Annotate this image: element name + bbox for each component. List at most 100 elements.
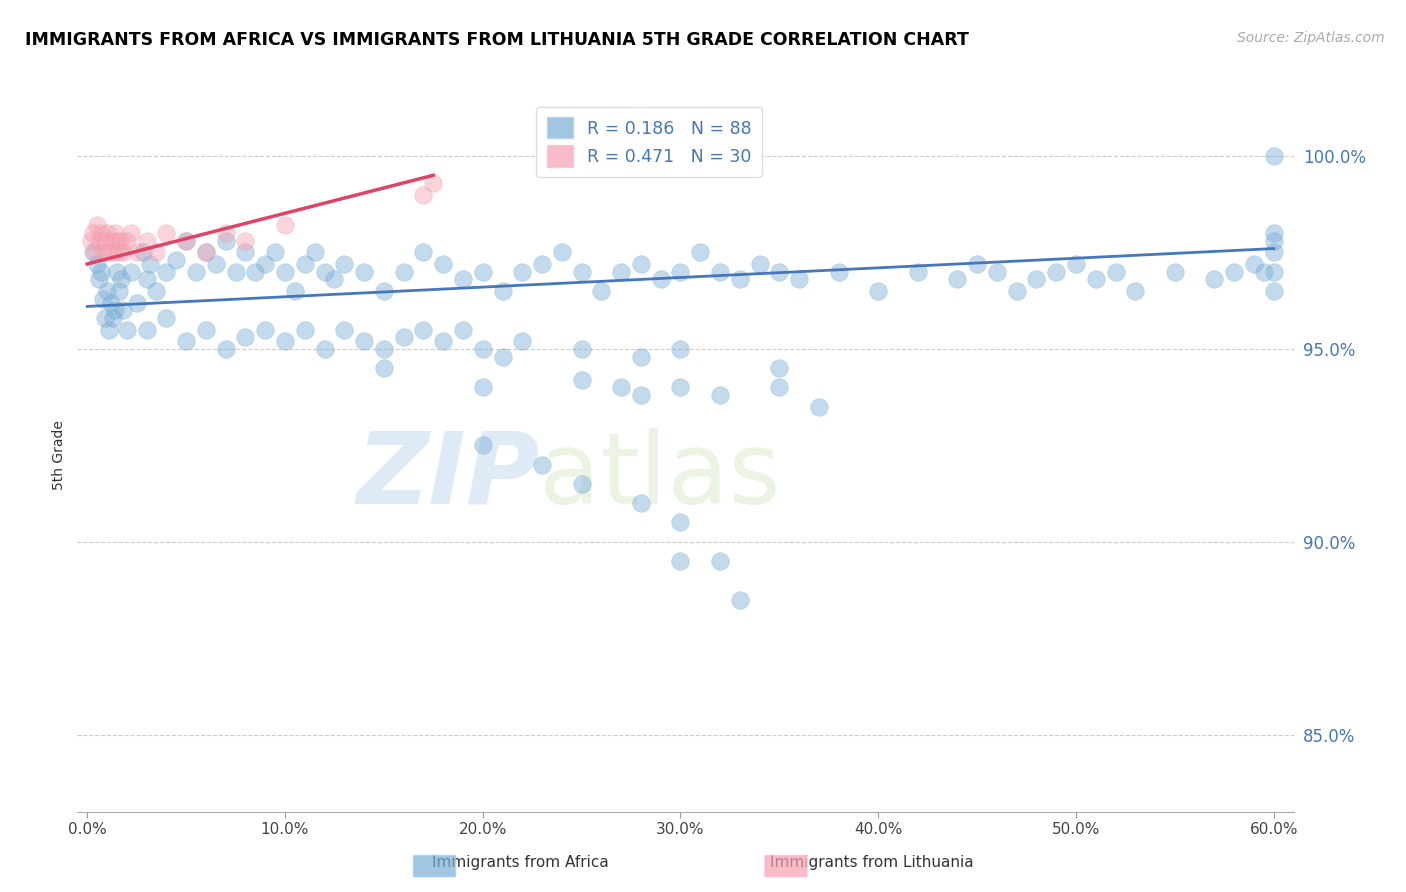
Point xyxy=(1263,284,1285,298)
Point xyxy=(1064,257,1087,271)
Point xyxy=(868,284,890,298)
Point xyxy=(412,245,434,260)
Point xyxy=(110,272,132,286)
Point xyxy=(100,295,122,310)
Point xyxy=(225,265,247,279)
Point xyxy=(787,272,810,286)
Point xyxy=(194,245,217,260)
Point xyxy=(174,334,197,348)
Point xyxy=(748,257,770,271)
Text: ZIP: ZIP xyxy=(357,428,540,524)
Point xyxy=(510,265,533,279)
Point xyxy=(82,226,104,240)
Point xyxy=(254,322,277,336)
Point xyxy=(108,245,131,260)
Point xyxy=(214,234,236,248)
Point xyxy=(274,219,297,233)
Point xyxy=(104,226,127,240)
Text: IMMIGRANTS FROM AFRICA VS IMMIGRANTS FROM LITHUANIA 5TH GRADE CORRELATION CHART: IMMIGRANTS FROM AFRICA VS IMMIGRANTS FRO… xyxy=(25,31,969,49)
Point xyxy=(111,245,134,260)
Point xyxy=(551,245,574,260)
Point xyxy=(314,265,336,279)
Point xyxy=(214,226,236,240)
Point xyxy=(828,265,851,279)
Point xyxy=(101,310,124,325)
Point xyxy=(274,334,297,348)
Point xyxy=(1025,272,1047,286)
Point xyxy=(294,322,316,336)
Point xyxy=(235,330,257,344)
Point xyxy=(214,342,236,356)
Point xyxy=(1005,284,1028,298)
Point xyxy=(91,292,114,306)
Point xyxy=(471,380,494,394)
Point xyxy=(98,322,121,336)
Point xyxy=(728,272,751,286)
Point xyxy=(451,322,474,336)
Point xyxy=(1204,272,1226,286)
Point xyxy=(1243,257,1265,271)
Point xyxy=(90,226,112,240)
Point xyxy=(135,234,157,248)
Point xyxy=(591,284,613,298)
Point xyxy=(235,245,257,260)
Point xyxy=(98,245,121,260)
Point xyxy=(630,388,652,402)
Point xyxy=(650,272,672,286)
Point xyxy=(1253,265,1275,279)
Point xyxy=(946,272,969,286)
Point xyxy=(165,253,187,268)
Point xyxy=(100,234,122,248)
Point xyxy=(1045,265,1067,279)
Point xyxy=(131,245,153,260)
Point xyxy=(94,234,117,248)
Point xyxy=(1263,226,1285,240)
Point xyxy=(373,361,395,376)
Point xyxy=(1263,265,1285,279)
Point xyxy=(432,334,454,348)
Point xyxy=(422,176,444,190)
Point xyxy=(728,592,751,607)
Point xyxy=(108,284,131,298)
Point xyxy=(1123,284,1146,298)
Point xyxy=(571,373,593,387)
Point xyxy=(333,257,356,271)
Point xyxy=(294,257,316,271)
Point xyxy=(1223,265,1246,279)
Point xyxy=(531,257,554,271)
Point xyxy=(84,245,107,260)
Point xyxy=(571,476,593,491)
Point xyxy=(709,388,731,402)
Point xyxy=(264,245,287,260)
Point xyxy=(94,310,117,325)
Point xyxy=(91,245,114,260)
Point xyxy=(669,516,692,530)
Point xyxy=(82,245,104,260)
Point xyxy=(610,380,633,394)
Point xyxy=(235,234,257,248)
Point xyxy=(284,284,307,298)
Point xyxy=(491,284,513,298)
Point xyxy=(125,245,148,260)
Point xyxy=(155,310,177,325)
Point xyxy=(630,496,652,510)
Point xyxy=(630,257,652,271)
Point xyxy=(304,245,326,260)
Text: atlas: atlas xyxy=(540,428,782,524)
Point xyxy=(709,265,731,279)
Point xyxy=(194,245,217,260)
Point xyxy=(115,234,138,248)
Point xyxy=(120,226,142,240)
Point xyxy=(768,265,790,279)
Point xyxy=(333,322,356,336)
Point xyxy=(1164,265,1187,279)
Point xyxy=(353,265,375,279)
Point xyxy=(80,234,103,248)
Point xyxy=(90,265,112,279)
Point xyxy=(87,272,110,286)
Point xyxy=(139,257,162,271)
Point xyxy=(155,226,177,240)
Point xyxy=(110,234,132,248)
Point xyxy=(145,245,167,260)
Point xyxy=(669,342,692,356)
